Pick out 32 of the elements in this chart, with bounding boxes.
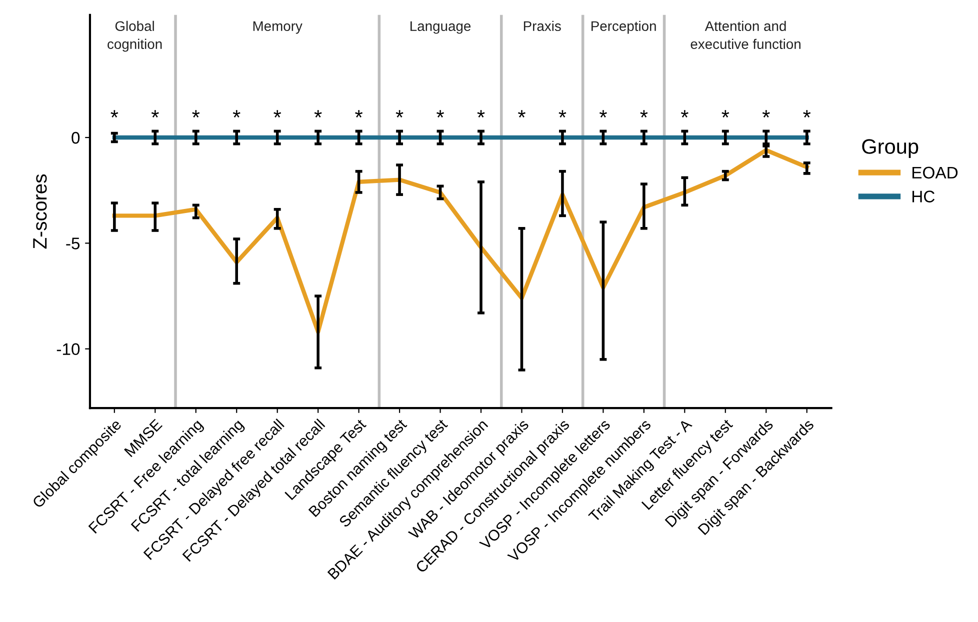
annotation: * <box>518 110 526 118</box>
annotation: * <box>599 110 607 118</box>
line-series <box>112 148 809 334</box>
annotation: * <box>640 110 648 118</box>
annotation: * <box>110 110 118 118</box>
annotation: * <box>680 110 688 118</box>
annotation: * <box>477 110 485 118</box>
annotation: Language <box>410 21 471 34</box>
annotation: Praxis <box>524 20 561 32</box>
legend-title: Group <box>862 139 918 158</box>
legend-label: HC <box>912 190 935 202</box>
annotation: * <box>192 110 200 118</box>
annotation: * <box>762 110 770 118</box>
annotation: * <box>722 110 730 118</box>
y-tick-label: 0 <box>72 132 80 144</box>
annotation: * <box>803 110 811 118</box>
y-tick-label: -5 <box>66 238 80 250</box>
annotation: * <box>355 110 363 118</box>
annotation: Memory <box>253 21 302 34</box>
annotation: * <box>436 110 444 118</box>
annotation: Attention and executive function <box>690 20 800 50</box>
annotation: * <box>232 110 240 118</box>
annotation: * <box>151 110 159 118</box>
annotation: * <box>396 110 404 118</box>
annotation: Perception <box>592 20 656 34</box>
annotation: * <box>558 110 566 118</box>
y-tick-label: -10 <box>56 343 80 356</box>
annotation: * <box>274 110 282 118</box>
y-axis-title: Z-scores <box>33 174 47 249</box>
legend-label: EOAD <box>912 166 958 179</box>
annotation: * <box>314 110 322 118</box>
annotation: Global cognition <box>108 20 162 52</box>
